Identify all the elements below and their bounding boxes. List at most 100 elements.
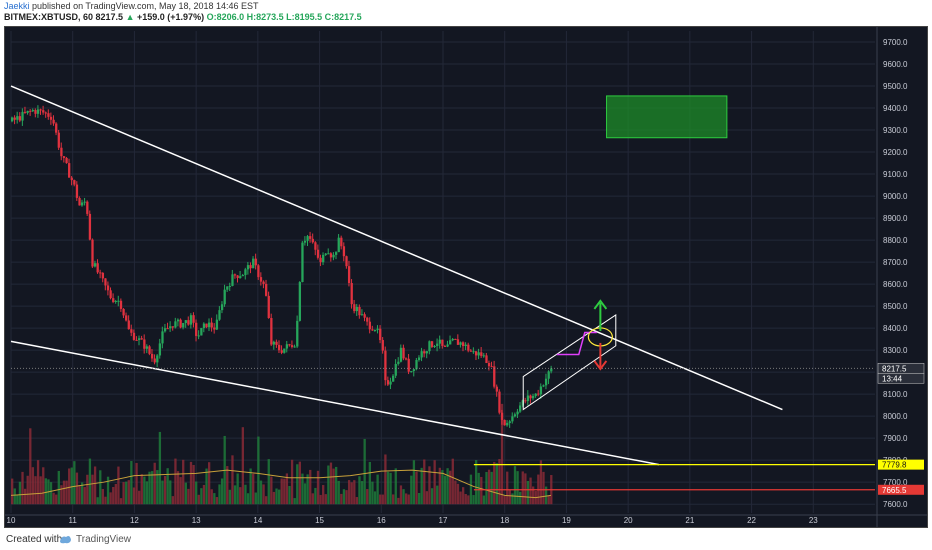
volume-bar — [467, 495, 470, 505]
volume-bar — [277, 489, 281, 505]
x-tick-label: 19 — [562, 516, 571, 525]
volume-bar — [436, 485, 439, 505]
x-tick-label: 12 — [130, 516, 139, 525]
volume-bar — [446, 468, 449, 505]
volume-bar — [70, 467, 73, 505]
candle-body — [265, 283, 268, 296]
candle-body — [218, 310, 221, 320]
volume-bar — [272, 491, 276, 505]
candle-body — [220, 304, 224, 311]
volume-bar — [521, 471, 524, 505]
y-tick-label: 8100.0 — [883, 390, 908, 399]
price-tag-label: 7779.8 — [882, 461, 907, 470]
volume-bar — [480, 476, 483, 505]
volume-bar — [140, 474, 143, 505]
symbol-line: BITMEX:XBTUSD, 60 8217.5 ▲ +159.0 (+1.97… — [4, 12, 362, 22]
candle-body — [428, 341, 431, 352]
volume-bar — [114, 483, 117, 505]
volume-bar — [262, 484, 265, 505]
candle-body — [267, 295, 270, 319]
volume-bar — [345, 490, 348, 505]
candle-body — [519, 405, 522, 412]
y-tick-label: 9100.0 — [883, 170, 908, 179]
candle-body — [524, 400, 527, 402]
y-tick-label: 9500.0 — [883, 82, 908, 91]
volume-bar — [358, 476, 361, 505]
volume-bar — [402, 489, 405, 505]
y-tick-label: 9000.0 — [883, 192, 908, 201]
volume-bar — [451, 458, 454, 505]
candle-body — [542, 385, 545, 387]
volume-bar — [75, 472, 79, 505]
volume-bar — [189, 461, 193, 505]
candle-body — [513, 414, 517, 417]
volume-bar — [231, 455, 234, 505]
candle-body — [298, 282, 302, 321]
candle-body — [459, 342, 462, 345]
volume-bar — [438, 467, 441, 505]
price-chart[interactable]: 9700.0 9600.0 9500.0 9400.0 9300.0 9200.0 9100… — [5, 27, 927, 527]
candle-body — [474, 351, 478, 356]
candle-body — [462, 342, 465, 347]
candle-body — [244, 269, 247, 276]
author-link[interactable]: Jaekki — [4, 1, 30, 11]
candle-body — [360, 314, 364, 316]
volume-bar — [179, 477, 182, 505]
candle-body — [327, 253, 330, 255]
candle-body — [213, 327, 216, 330]
volume-bar — [296, 464, 299, 505]
volume-bar — [39, 476, 42, 505]
volume-bar — [474, 460, 478, 505]
volume-bar — [376, 474, 379, 505]
volume-bar — [301, 473, 304, 505]
volume-bar — [195, 481, 198, 505]
candle-body — [117, 300, 120, 302]
candle-body — [166, 328, 169, 330]
candle-body — [114, 300, 117, 302]
candle-body — [311, 238, 314, 243]
y-tick-label: 7700.0 — [883, 478, 908, 487]
candle-body — [379, 328, 382, 341]
candle-body — [125, 315, 128, 321]
volume-bar — [23, 488, 27, 505]
candle-body — [88, 213, 92, 240]
chart-area[interactable]: 9700.0 9600.0 9500.0 9400.0 9300.0 9200.0 9100… — [4, 26, 928, 528]
candle-body — [441, 339, 444, 346]
rising-channel — [522, 313, 617, 411]
candle-body — [449, 340, 452, 345]
volume-bar — [156, 470, 159, 505]
candle-body — [534, 393, 537, 396]
volume-bar — [135, 462, 138, 505]
volume-bar — [86, 474, 89, 505]
candle-body — [296, 320, 299, 347]
candle-body — [503, 419, 506, 426]
candle-body — [283, 348, 286, 353]
price-change: +159.0 (+1.97%) — [137, 12, 205, 22]
volume-bar — [104, 496, 107, 505]
volume-bar — [366, 489, 369, 505]
tradingview-brand[interactable]: TradingView — [76, 534, 132, 545]
volume-bar — [112, 487, 115, 505]
candle-body — [477, 352, 480, 356]
candle-body — [127, 320, 130, 330]
volume-bar — [335, 466, 338, 505]
volume-bar — [34, 476, 37, 505]
volume-bar — [78, 485, 81, 505]
volume-bar — [44, 478, 47, 505]
volume-bar — [477, 472, 480, 505]
candle-body — [386, 380, 390, 385]
volume-bar — [441, 470, 444, 505]
volume-bar — [265, 496, 268, 505]
candle-body — [350, 283, 353, 305]
volume-bar — [202, 484, 206, 505]
y-tick-label: 9700.0 — [883, 38, 908, 47]
volume-bar — [469, 474, 473, 505]
y-tick-label: 8000.0 — [883, 412, 908, 421]
volume-bar — [13, 488, 16, 505]
candle-body — [508, 421, 511, 423]
candle-body — [150, 353, 154, 359]
volume-bar — [389, 472, 392, 505]
candle-body — [68, 163, 71, 178]
candle-body — [169, 326, 172, 329]
volume-bar — [49, 482, 53, 505]
